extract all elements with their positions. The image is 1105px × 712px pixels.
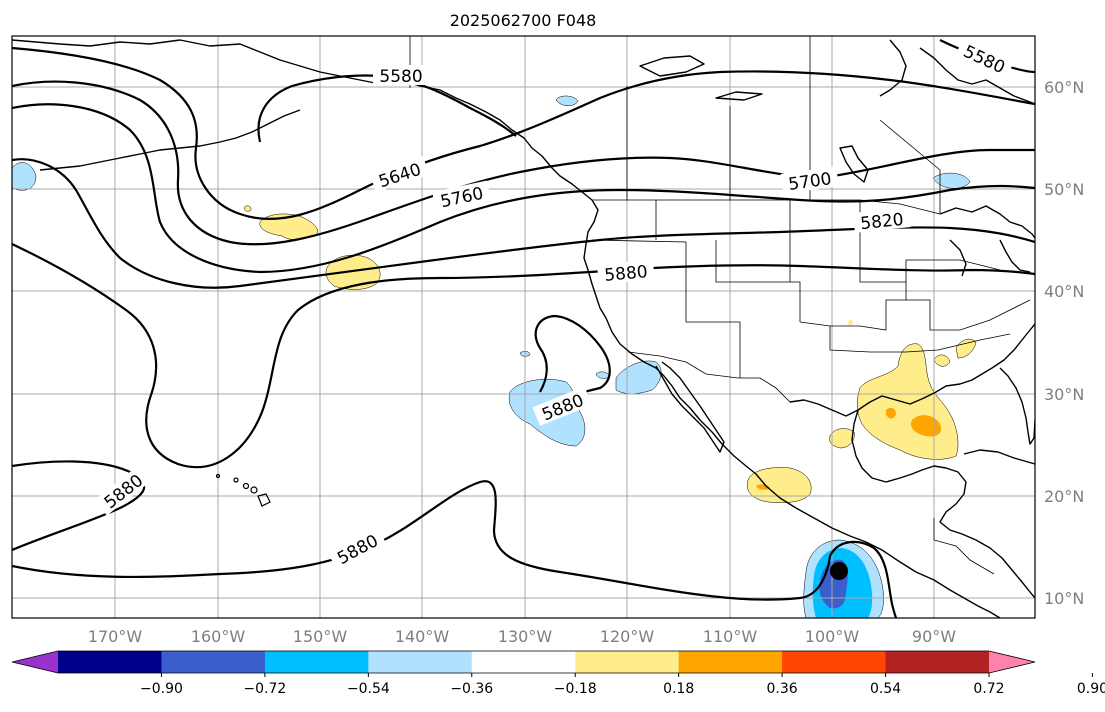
contour-label: 5880 <box>604 262 649 286</box>
contour-5880-storm <box>829 540 898 618</box>
lon-label: 100°W <box>805 627 860 646</box>
lat-label: 50°N <box>1044 180 1084 199</box>
border-usa-mexico <box>627 351 791 403</box>
positive-anomaly-patch <box>746 467 812 503</box>
colorbar-segment <box>575 651 680 673</box>
colorbar-tick-label: −0.90 <box>140 681 183 697</box>
colorbar-tick-label: 0.72 <box>973 681 1004 697</box>
colorbar-tick-label: 0.18 <box>663 681 694 697</box>
lon-label: 150°W <box>293 627 348 646</box>
lon-label: 160°W <box>191 627 246 646</box>
colorbar-segment <box>782 651 887 673</box>
contour-5880-main <box>12 243 1035 469</box>
lon-label: 110°W <box>703 627 758 646</box>
colorbar-tick-label: 0.90 <box>1077 681 1105 697</box>
map-layers: 5580 5580 5640 5700 5760 5820 <box>12 36 1035 618</box>
lon-label: 140°W <box>395 627 450 646</box>
coastline-arctic-island <box>715 91 763 101</box>
colorbar-tick-label: −0.18 <box>554 681 597 697</box>
coastline-inland-lake <box>839 145 869 183</box>
border-mexico-central-america <box>933 518 995 575</box>
political-borders <box>409 36 1031 575</box>
border-canada-usa <box>592 199 941 215</box>
figure-title: 2025062700 F048 <box>450 11 597 30</box>
coastline-mexico-east <box>851 409 1035 599</box>
colorbar-tick-label: −0.54 <box>347 681 390 697</box>
positive-anomaly-patch <box>243 205 252 212</box>
height-contours <box>12 39 1035 618</box>
negative-anomaly-patch <box>12 162 37 191</box>
coastline-north-america-west <box>12 39 1001 618</box>
storm-center-marker <box>830 562 848 580</box>
latitude-labels: 60°N 50°N 40°N 30°N 20°N 10°N <box>1044 78 1084 608</box>
colorbar-segment <box>161 651 266 673</box>
lat-label: 60°N <box>1044 78 1084 97</box>
colorbar: −0.90 −0.72 −0.54 −0.36 −0.18 0.18 0.36 0.54 0.7… <box>11 650 1105 697</box>
lon-label: 90°W <box>912 627 956 646</box>
colorbar-tick-label: −0.72 <box>243 681 286 697</box>
contour-label: 5820 <box>859 210 904 234</box>
lon-label: 130°W <box>498 627 553 646</box>
map-frame <box>11 35 1036 619</box>
contour-label: 5580 <box>379 67 422 87</box>
lon-label: 170°W <box>88 627 143 646</box>
colorbar-outline <box>11 650 1036 674</box>
positive-anomaly-patch <box>829 428 855 449</box>
coastline-arctic-island <box>639 55 705 77</box>
coastline-gulf <box>789 323 1035 417</box>
coastline-aleutians <box>39 109 301 171</box>
graticule <box>12 36 1035 618</box>
colorbar-segment <box>678 651 783 673</box>
coastline-baja <box>655 361 725 453</box>
negative-anomaly-patch <box>555 95 579 106</box>
border-us-states <box>591 200 1031 378</box>
colorbar-extend-low <box>12 651 58 673</box>
colorbar-segment <box>885 651 990 673</box>
lat-label: 30°N <box>1044 385 1084 404</box>
coastlines <box>12 39 1035 618</box>
colorbar-segment <box>58 651 162 673</box>
coastline-cuba <box>963 449 1035 465</box>
lat-label: 20°N <box>1044 487 1084 506</box>
colorbar-tick-label: 0.54 <box>870 681 901 697</box>
coastline-florida <box>999 367 1035 445</box>
contour-5760 <box>12 103 1035 274</box>
positive-anomaly-patch <box>933 354 951 367</box>
hawaii-islands <box>215 473 271 507</box>
lon-label: 120°W <box>600 627 655 646</box>
contour-5880-south-west <box>12 460 146 552</box>
colorbar-tick-label: 0.36 <box>767 681 798 697</box>
border-canada-provinces <box>626 36 941 214</box>
coastline-hudson-bay <box>879 39 1035 105</box>
positive-anomaly-patch <box>886 407 896 419</box>
positive-anomaly-patch <box>955 338 977 359</box>
colorbar-extend-high <box>989 651 1035 673</box>
colorbar-segment <box>264 651 369 673</box>
colorbar-tick-label: −0.36 <box>450 681 493 697</box>
contour-5880-closed <box>534 314 611 405</box>
colorbar-segment <box>471 651 576 673</box>
colorbar-segment <box>368 651 473 673</box>
contour-5880-south <box>12 480 832 601</box>
positive-anomaly-patch <box>848 319 854 326</box>
lat-label: 10°N <box>1044 589 1084 608</box>
longitude-labels: 170°W 160°W 150°W 140°W 130°W 120°W 110°… <box>88 627 956 646</box>
lat-label: 40°N <box>1044 282 1084 301</box>
contour-5640 <box>12 46 1035 221</box>
negative-anomaly-patch <box>932 172 971 189</box>
